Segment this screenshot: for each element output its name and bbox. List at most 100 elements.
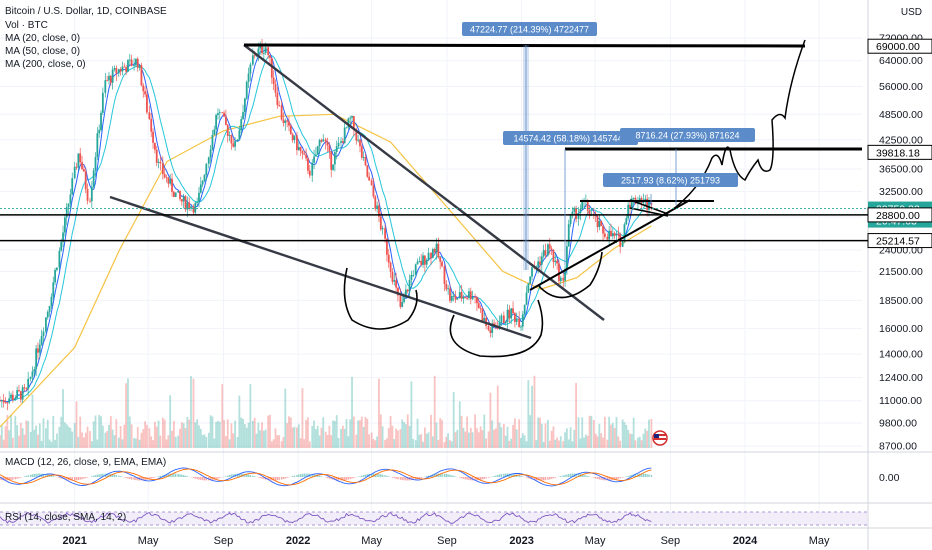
candle-body (155, 149, 158, 163)
user-drawings[interactable] (109, 39, 862, 358)
macd-hist-bar (625, 476, 627, 477)
volume-bar (464, 431, 467, 448)
candle-body (450, 296, 453, 301)
macd-hist-bar (370, 473, 373, 477)
volume-bar (552, 426, 555, 448)
candle-body (128, 59, 131, 61)
macd-hist-bar (554, 477, 556, 478)
macd-hist-bar (650, 474, 653, 477)
candle-body (119, 69, 122, 72)
candle-body (27, 378, 30, 389)
macd-hist-bar (52, 476, 54, 477)
macd-hist-bar (527, 477, 530, 479)
volume-bar (159, 435, 162, 448)
volume-bar (393, 439, 396, 448)
macd-hist-bar (629, 475, 631, 477)
volume-bar (293, 426, 296, 448)
volume-bar (31, 394, 34, 448)
macd-hist-bar (162, 475, 164, 477)
macd-hist-bar (194, 477, 196, 479)
volume-bar (242, 418, 244, 448)
candle-body (423, 255, 426, 265)
macd-hist-bar (569, 473, 572, 477)
macd-hist-bar (539, 477, 541, 481)
candle-body (456, 298, 459, 300)
candle-body (575, 207, 577, 219)
candle-body (349, 117, 352, 119)
macd-hist-bar (27, 475, 29, 477)
y-tick-label: 12400.00 (879, 372, 923, 384)
volume-bar (533, 375, 536, 448)
volume-bar (288, 416, 290, 448)
macd-hist-bar (173, 473, 175, 477)
macd-hist-bar (64, 477, 66, 480)
volume-bar (493, 429, 495, 448)
volume-bar (255, 433, 258, 448)
candle-body (406, 289, 409, 292)
volume-bar (423, 427, 426, 448)
macd-hist-bar (516, 474, 518, 477)
macd-hist-bar (439, 473, 441, 477)
volume-bar (540, 423, 543, 448)
candle-body (14, 397, 17, 401)
volume-bar (412, 438, 415, 448)
macd-hist-bar (286, 477, 288, 479)
candle-body (65, 207, 68, 218)
volume-bar (590, 416, 593, 448)
candle-body (564, 268, 566, 281)
volume-bar (272, 439, 275, 448)
macd-hist-bar (115, 475, 118, 477)
candle-body (333, 152, 336, 165)
macd-hist-bar (443, 473, 446, 477)
macd-hist-bar (544, 477, 547, 481)
price-label-bg (867, 233, 932, 249)
candle-body (318, 140, 321, 147)
macd-hist-bar (399, 477, 402, 480)
volume-bar (401, 419, 404, 448)
candle-body (301, 151, 304, 154)
candle-body (397, 287, 399, 296)
volume-bar (205, 437, 208, 448)
candle-body (588, 210, 591, 216)
volume-bar (308, 441, 311, 448)
volume-bar (518, 419, 521, 448)
macd-hist-bar (410, 477, 413, 481)
volume-bar (328, 425, 331, 448)
macd-hist-bar (388, 476, 390, 477)
candle-body (133, 65, 135, 66)
macd-hist-bar (613, 477, 616, 480)
volume-bar (619, 440, 622, 448)
volume-bar (537, 417, 540, 448)
macd-hist-bar (45, 474, 47, 477)
macd-hist-bar (85, 477, 87, 479)
candle-body (617, 233, 620, 235)
candle-body (372, 185, 375, 197)
volume-bar (238, 395, 241, 448)
macd-hist-bar (533, 477, 536, 480)
macd-hist-bar (445, 473, 448, 477)
rsi-line (0, 512, 652, 524)
candle-body (284, 120, 287, 124)
volume-bar (535, 440, 538, 448)
volume-bar (123, 424, 126, 448)
candle-body (288, 121, 290, 126)
candle-body (337, 142, 340, 147)
macd-hist-bar (267, 477, 269, 481)
volume-bar (225, 436, 227, 448)
volume-bar (439, 418, 442, 448)
macd-hist-bar (247, 474, 250, 477)
volume-bar (56, 433, 58, 448)
candle-body (37, 348, 39, 353)
volume-bar (46, 419, 49, 448)
candle-body (537, 261, 540, 267)
macd-hist-bar (175, 473, 177, 477)
volume-bar (297, 424, 300, 448)
volume-bar (640, 440, 643, 448)
candle-body (84, 171, 87, 190)
volume-bar (157, 420, 160, 448)
volume-bar (408, 425, 411, 448)
candle-body (101, 92, 104, 113)
candle-body (150, 118, 153, 132)
